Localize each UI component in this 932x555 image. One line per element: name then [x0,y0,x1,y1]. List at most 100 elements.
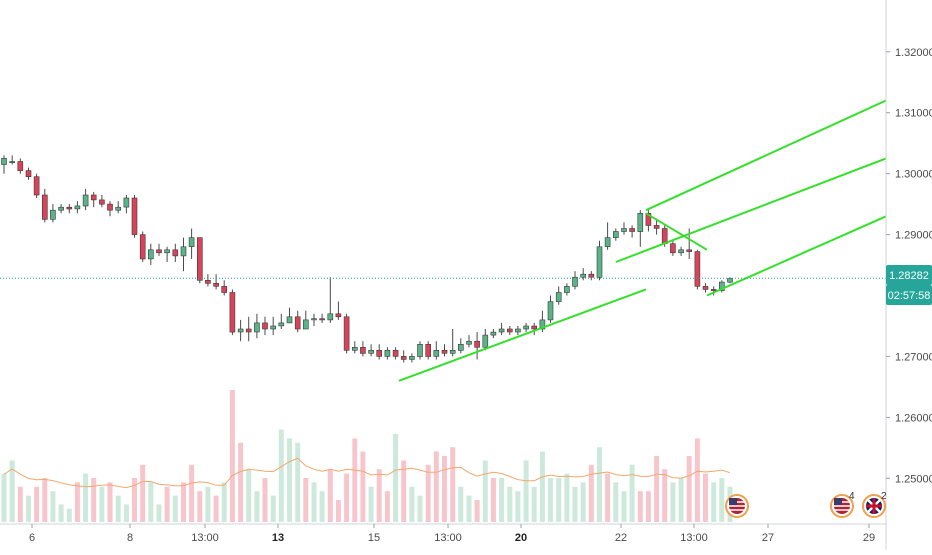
candle[interactable] [409,353,415,363]
candle[interactable] [417,341,423,360]
candle[interactable] [572,271,578,290]
candle[interactable] [441,344,448,357]
candle-body-down [131,197,138,235]
candle[interactable] [66,204,73,214]
candle[interactable] [302,310,309,330]
candle[interactable] [604,222,611,250]
candle[interactable] [612,228,619,241]
candle[interactable] [139,231,146,263]
candle[interactable] [90,191,97,208]
candle[interactable] [41,188,48,223]
candle[interactable] [490,329,497,339]
candle[interactable] [131,195,138,238]
candle[interactable] [197,237,203,284]
event-badge-uk[interactable]: 2 [862,491,887,518]
candle[interactable] [17,158,24,174]
candle[interactable] [74,201,81,214]
candle[interactable] [82,188,89,211]
candle[interactable] [115,201,121,214]
candle[interactable] [547,295,554,323]
candle[interactable] [580,268,587,281]
pitchfork-lower-line[interactable] [706,215,887,297]
candle[interactable] [123,195,130,214]
candle[interactable] [270,316,277,336]
time-axis[interactable]: 6 8 13:00 13 15 13:00 20 22 13:00 27 29 [29,524,875,544]
candle[interactable] [156,243,162,256]
candle[interactable] [245,316,252,342]
candle[interactable] [710,286,717,296]
candle[interactable] [384,347,391,360]
event-badge-us[interactable] [725,494,749,518]
candle[interactable] [629,225,635,238]
candle[interactable] [425,341,432,360]
candle[interactable] [343,313,350,354]
candle[interactable] [25,167,32,180]
pitchfork-drawing[interactable] [398,99,887,382]
candle[interactable] [229,289,236,336]
candle[interactable] [433,341,440,360]
candle[interactable] [474,332,480,360]
candle[interactable] [531,322,538,336]
candle[interactable] [33,173,40,198]
candle[interactable] [670,240,676,256]
candle[interactable] [457,338,464,354]
candle[interactable] [694,249,701,290]
candle[interactable] [311,313,317,326]
candle[interactable] [449,329,456,357]
candle[interactable] [237,319,244,342]
candle[interactable] [286,307,293,324]
candle[interactable] [392,347,399,360]
candle[interactable] [188,228,195,260]
candle[interactable] [99,195,105,208]
candle[interactable] [327,277,334,323]
candle[interactable] [360,341,366,357]
pitchfork-lower-extension-line[interactable] [398,288,647,382]
candle[interactable] [107,201,113,217]
candle[interactable] [564,283,570,296]
candle[interactable] [213,274,219,290]
candle[interactable] [172,243,179,262]
candle[interactable] [58,204,64,214]
candle[interactable] [9,155,15,165]
candle[interactable] [702,283,709,293]
candle[interactable] [523,322,529,333]
candle-body-down [25,170,32,178]
candle[interactable] [718,280,725,293]
candle[interactable] [466,335,472,348]
candle[interactable] [50,204,56,223]
candle[interactable] [278,313,285,329]
candle[interactable] [351,341,358,354]
candle[interactable] [637,210,644,247]
event-badge-us[interactable]: 4 [830,491,855,518]
candle[interactable] [506,326,513,336]
candle[interactable] [621,222,627,235]
candle-body-up [50,209,56,220]
candle[interactable] [205,274,211,287]
candle[interactable] [148,243,154,265]
candle[interactable] [653,219,660,235]
candle[interactable] [498,322,505,336]
candle[interactable] [1,155,7,174]
candle[interactable] [180,237,187,272]
candle[interactable] [262,316,268,336]
candle[interactable] [678,246,684,256]
candle[interactable] [164,246,170,262]
candle[interactable] [221,280,227,296]
candle[interactable] [368,344,374,357]
pitchfork-upper-line[interactable] [645,99,887,212]
candle[interactable] [335,301,342,320]
candle[interactable] [515,326,521,336]
candle[interactable] [376,344,383,360]
pitchfork-median-line[interactable] [615,157,887,263]
candle[interactable] [400,350,407,363]
candle[interactable] [555,286,562,305]
candle[interactable] [596,240,603,281]
candle[interactable] [319,313,325,323]
candle[interactable] [254,313,260,339]
pitchfork-handle[interactable] [645,212,708,251]
time-tick-label: 27 [762,532,774,544]
candle[interactable] [294,310,301,333]
candle[interactable] [482,329,489,351]
